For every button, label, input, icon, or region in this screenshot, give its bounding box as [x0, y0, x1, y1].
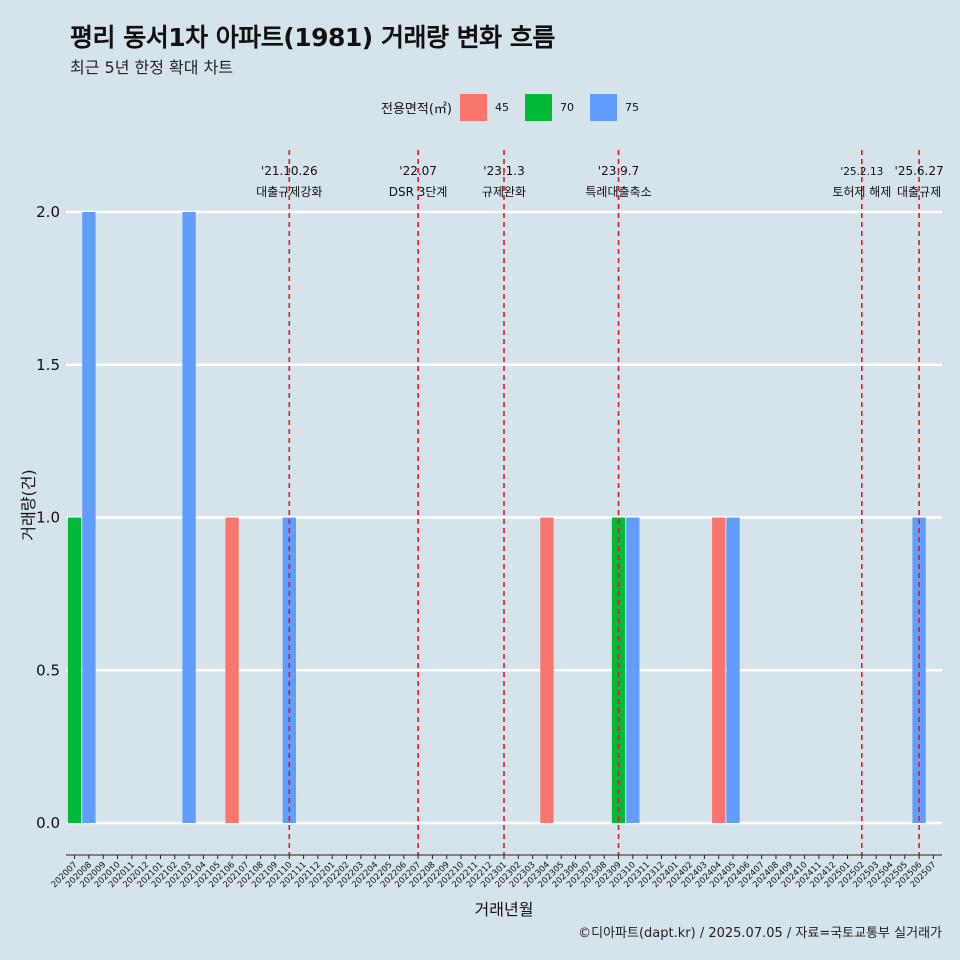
- event-label: DSR 3단계: [389, 185, 448, 199]
- legend-title: 전용면적(㎡): [381, 101, 452, 117]
- legend-swatch-70: [524, 93, 552, 121]
- bar-45-202404: [712, 517, 726, 823]
- event-label: 대출규제강화: [256, 185, 322, 199]
- bar-45-202106: [225, 517, 239, 823]
- bar-75-202405: [726, 517, 740, 823]
- legend: 전용면적(㎡) 45 70 75: [381, 93, 655, 121]
- source-caption: ©디아파트(dapt.kr) / 2025.07.05 / 자료=국토교통부 실…: [578, 926, 942, 941]
- y-tick-label: 0.0: [36, 814, 60, 832]
- bar-45-202304: [540, 517, 554, 823]
- event-date-label: '21.10.26: [261, 164, 318, 178]
- bar-75-202310: [626, 517, 640, 823]
- y-tick-label: 1.5: [36, 356, 60, 374]
- legend-swatch-45: [459, 93, 487, 121]
- event-label: 토허제 해제: [832, 185, 891, 199]
- legend-item-70: 70: [524, 93, 584, 121]
- event-date-label: '23.1.3: [483, 164, 524, 178]
- event-label: 대출규제: [897, 185, 941, 199]
- legend-item-75: 75: [589, 93, 649, 121]
- bar-70-202007: [67, 517, 82, 823]
- legend-item-45: 45: [459, 93, 519, 121]
- legend-label-70: 70: [559, 100, 574, 114]
- bar-75-202008: [82, 212, 96, 823]
- event-date-label: '22.07: [399, 164, 437, 178]
- legend-label-45: 45: [494, 100, 509, 114]
- bar-75-202110: [282, 517, 296, 823]
- y-tick-label: 0.5: [36, 661, 60, 679]
- event-date-label: '25.2.13: [840, 166, 883, 178]
- bar-75-202506: [912, 517, 926, 823]
- y-axis-label: 거래량(건): [19, 469, 38, 540]
- x-axis-label: 거래년월: [475, 900, 534, 919]
- y-tick-label: 1.0: [36, 509, 60, 527]
- event-label: 규제완화: [482, 185, 526, 199]
- bar-75-202103: [182, 212, 196, 823]
- event-date-label: '23.9.7: [598, 164, 639, 178]
- chart-subtitle: 최근 5년 한정 확대 차트: [70, 58, 234, 77]
- legend-label-75: 75: [624, 100, 639, 114]
- legend-swatch-75: [589, 93, 617, 121]
- y-tick-label: 2.0: [36, 203, 60, 221]
- bar-70-202309: [611, 517, 626, 823]
- event-date-label: '25.6.27: [895, 164, 944, 178]
- event-label: 특례대출축소: [585, 185, 651, 199]
- chart-title: 평리 동서1차 아파트(1981) 거래량 변화 흐름: [70, 23, 555, 52]
